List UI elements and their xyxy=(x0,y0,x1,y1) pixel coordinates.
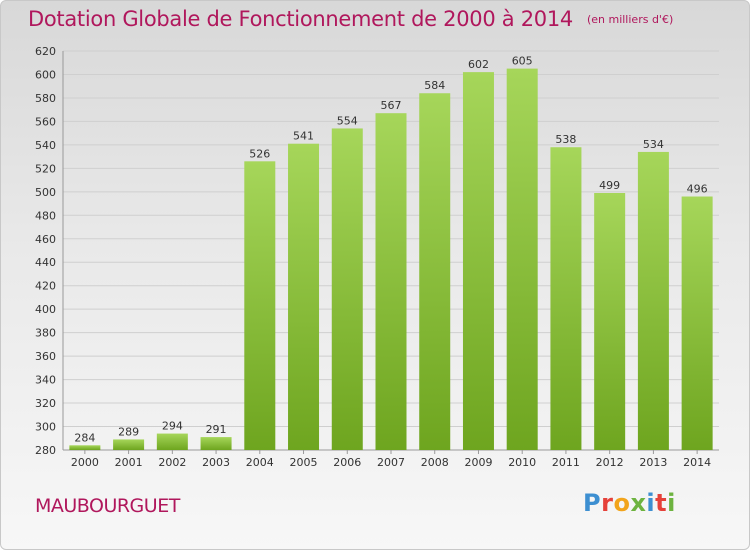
bar-2010[interactable] xyxy=(506,68,538,451)
y-tick-label: 500 xyxy=(35,186,56,199)
bars xyxy=(69,68,713,451)
logo-letter: P xyxy=(583,489,602,517)
x-tick-label: 2001 xyxy=(115,456,143,469)
x-tick-label: 2003 xyxy=(202,456,230,469)
y-tick-label: 580 xyxy=(35,92,56,105)
logo-letter: i xyxy=(667,489,676,517)
y-tick-label: 520 xyxy=(35,162,56,175)
x-tick-label: 2008 xyxy=(421,456,449,469)
x-tick-label: 2004 xyxy=(246,456,274,469)
x-tick-label: 2002 xyxy=(158,456,186,469)
bar-value-label: 602 xyxy=(468,58,489,71)
y-tick-label: 300 xyxy=(35,421,56,434)
bar-value-label: 284 xyxy=(74,431,95,444)
y-tick-label: 540 xyxy=(35,139,56,152)
y-tick-label: 420 xyxy=(35,280,56,293)
y-tick-label: 360 xyxy=(35,350,56,363)
bar-value-label: 526 xyxy=(249,147,270,160)
bar-2013[interactable] xyxy=(637,151,669,450)
y-tick-label: 620 xyxy=(35,45,56,58)
x-tick-label: 2005 xyxy=(290,456,318,469)
logo-letter: r xyxy=(601,489,614,517)
bar-value-label: 534 xyxy=(643,138,664,151)
bar-value-label: 541 xyxy=(293,130,314,143)
y-tick-label: 380 xyxy=(35,327,56,340)
labels: 284 289 294 291 526 541 554 567 584 602 605 538 499 5… xyxy=(74,55,707,445)
y-tick-label: 400 xyxy=(35,303,56,316)
bar-2005[interactable] xyxy=(288,143,320,451)
y-tick-label: 340 xyxy=(35,374,56,387)
bar-2003[interactable] xyxy=(200,437,232,450)
commune-name: MAUBOURGUET xyxy=(35,495,180,517)
proxiti-logo[interactable]: Proxiti xyxy=(583,489,676,517)
x-tick-label: 2006 xyxy=(333,456,361,469)
bar-2002[interactable] xyxy=(156,433,188,450)
bar-value-label: 291 xyxy=(206,423,227,436)
bar-2006[interactable] xyxy=(331,128,363,450)
x-tick-label: 2012 xyxy=(596,456,624,469)
logo-letter: t xyxy=(655,489,668,517)
y-tick-label: 280 xyxy=(35,444,56,457)
y-tick-label: 480 xyxy=(35,209,56,222)
y-tick-label: 600 xyxy=(35,68,56,81)
logo-letter: o xyxy=(613,489,631,517)
bar-2011[interactable] xyxy=(550,147,582,450)
bar-value-label: 496 xyxy=(687,183,708,196)
bar-2008[interactable] xyxy=(419,93,451,450)
axes: 280 300 320 340 360 380 400 420 440 460 480 500 520 5… xyxy=(35,45,719,469)
x-tick-label: 2011 xyxy=(552,456,580,469)
bar-2001[interactable] xyxy=(113,439,145,450)
x-tick-label: 2007 xyxy=(377,456,405,469)
bar-value-label: 554 xyxy=(337,114,358,127)
bar-value-label: 567 xyxy=(381,99,402,112)
bar-2009[interactable] xyxy=(462,72,494,450)
chart-title-block: Dotation Globale de Fonctionnement de 20… xyxy=(28,7,673,31)
y-tick-label: 320 xyxy=(35,397,56,410)
bar-2014[interactable] xyxy=(681,196,713,450)
chart-unit: (en milliers d'€) xyxy=(586,13,674,26)
bar-2000[interactable] xyxy=(69,445,101,450)
bar-value-label: 538 xyxy=(555,133,576,146)
x-tick-label: 2010 xyxy=(508,456,536,469)
y-tick-label: 460 xyxy=(35,233,56,246)
y-tick-label: 440 xyxy=(35,256,56,269)
x-tick-label: 2000 xyxy=(71,456,99,469)
bar-value-label: 289 xyxy=(118,425,139,438)
bar-2007[interactable] xyxy=(375,113,407,451)
bar-2004[interactable] xyxy=(244,161,276,450)
logo-letter: i xyxy=(646,489,656,517)
x-tick-label: 2013 xyxy=(639,456,667,469)
y-tick-label: 560 xyxy=(35,115,56,128)
x-tick-label: 2009 xyxy=(464,456,492,469)
x-tick-label: 2014 xyxy=(683,456,711,469)
chart-title: Dotation Globale de Fonctionnement de 20… xyxy=(28,7,573,31)
bar-2012[interactable] xyxy=(594,192,626,450)
logo-letter: x xyxy=(630,489,647,517)
bar-value-label: 294 xyxy=(162,420,183,433)
bar-value-label: 584 xyxy=(424,79,445,92)
bar-value-label: 499 xyxy=(599,179,620,192)
bar-value-label: 605 xyxy=(512,55,533,68)
